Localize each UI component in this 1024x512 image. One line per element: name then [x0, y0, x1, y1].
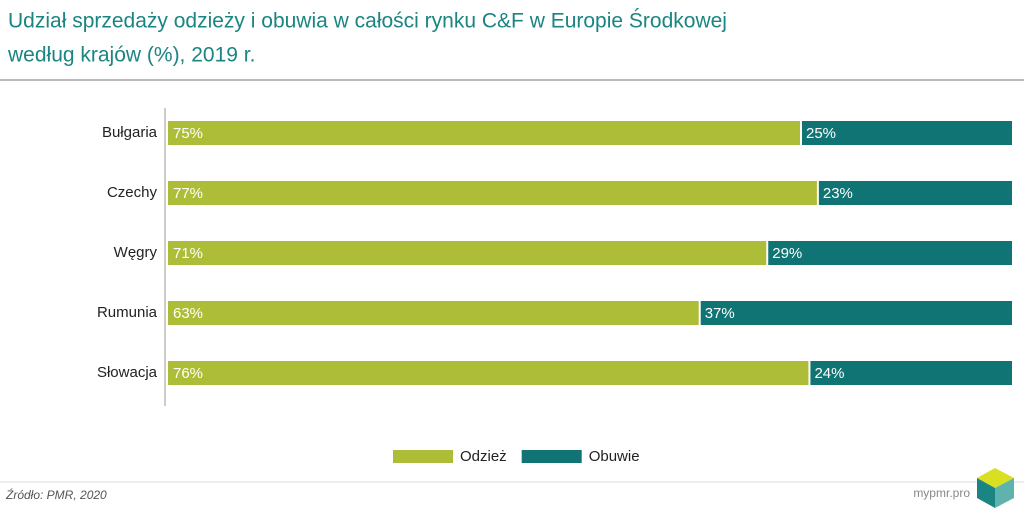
y-tick-label: Słowacja: [97, 364, 158, 381]
legend-swatch: [393, 450, 453, 463]
value-label: 37%: [705, 305, 735, 322]
legend-label: Odzież: [460, 448, 507, 465]
y-tick-label: Rumunia: [97, 304, 158, 321]
brand-logo: [977, 468, 1014, 508]
brand: mypmr.pro: [913, 486, 970, 500]
bar-segment: [168, 241, 767, 265]
legend-label: Obuwie: [589, 448, 640, 465]
bar-segment: [168, 361, 809, 385]
bar-segment: [700, 301, 1012, 325]
value-label: 24%: [814, 365, 844, 382]
value-label: 25%: [806, 125, 836, 142]
value-label: 63%: [173, 305, 203, 322]
value-label: 29%: [772, 245, 802, 262]
bar-segment: [818, 181, 1012, 205]
bar-segment: [168, 301, 699, 325]
value-label: 77%: [173, 185, 203, 202]
legend-swatch: [521, 450, 582, 463]
value-label: 76%: [173, 365, 203, 382]
bar-segment: [168, 181, 817, 205]
y-tick-label: Bułgaria: [102, 124, 158, 141]
chart-subtitle: według krajów (%), 2019 r.: [7, 44, 255, 67]
value-label: 23%: [823, 185, 853, 202]
source: Źródło: PMR, 2020: [5, 487, 107, 502]
bar-segment: [168, 121, 800, 145]
value-label: 75%: [173, 125, 203, 142]
bar-segment: [802, 121, 1012, 145]
y-tick-label: Czechy: [107, 184, 158, 201]
bar-segment: [768, 241, 1012, 265]
value-label: 71%: [173, 245, 203, 262]
bar-segment: [810, 361, 1012, 385]
y-tick-label: Węgry: [114, 244, 158, 261]
chart-title: Udział sprzedaży odzieży i obuwia w cało…: [8, 9, 727, 33]
